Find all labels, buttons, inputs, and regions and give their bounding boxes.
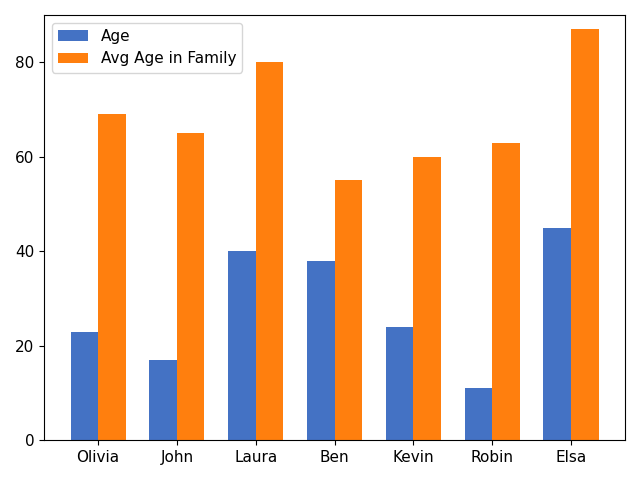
Bar (98, 114, 125, 440)
Legend: Age, Avg Age in Family: Age, Avg Age in Family (52, 23, 242, 72)
Bar (543, 228, 571, 440)
Bar (256, 62, 284, 440)
Bar (492, 143, 520, 440)
Bar (177, 133, 205, 440)
Bar (413, 157, 441, 440)
Bar (465, 388, 492, 440)
Bar (228, 251, 256, 440)
Bar (307, 261, 335, 440)
Bar (149, 360, 177, 440)
Bar (571, 29, 598, 440)
Bar (386, 327, 413, 440)
Bar (70, 332, 98, 440)
Bar (335, 180, 362, 440)
